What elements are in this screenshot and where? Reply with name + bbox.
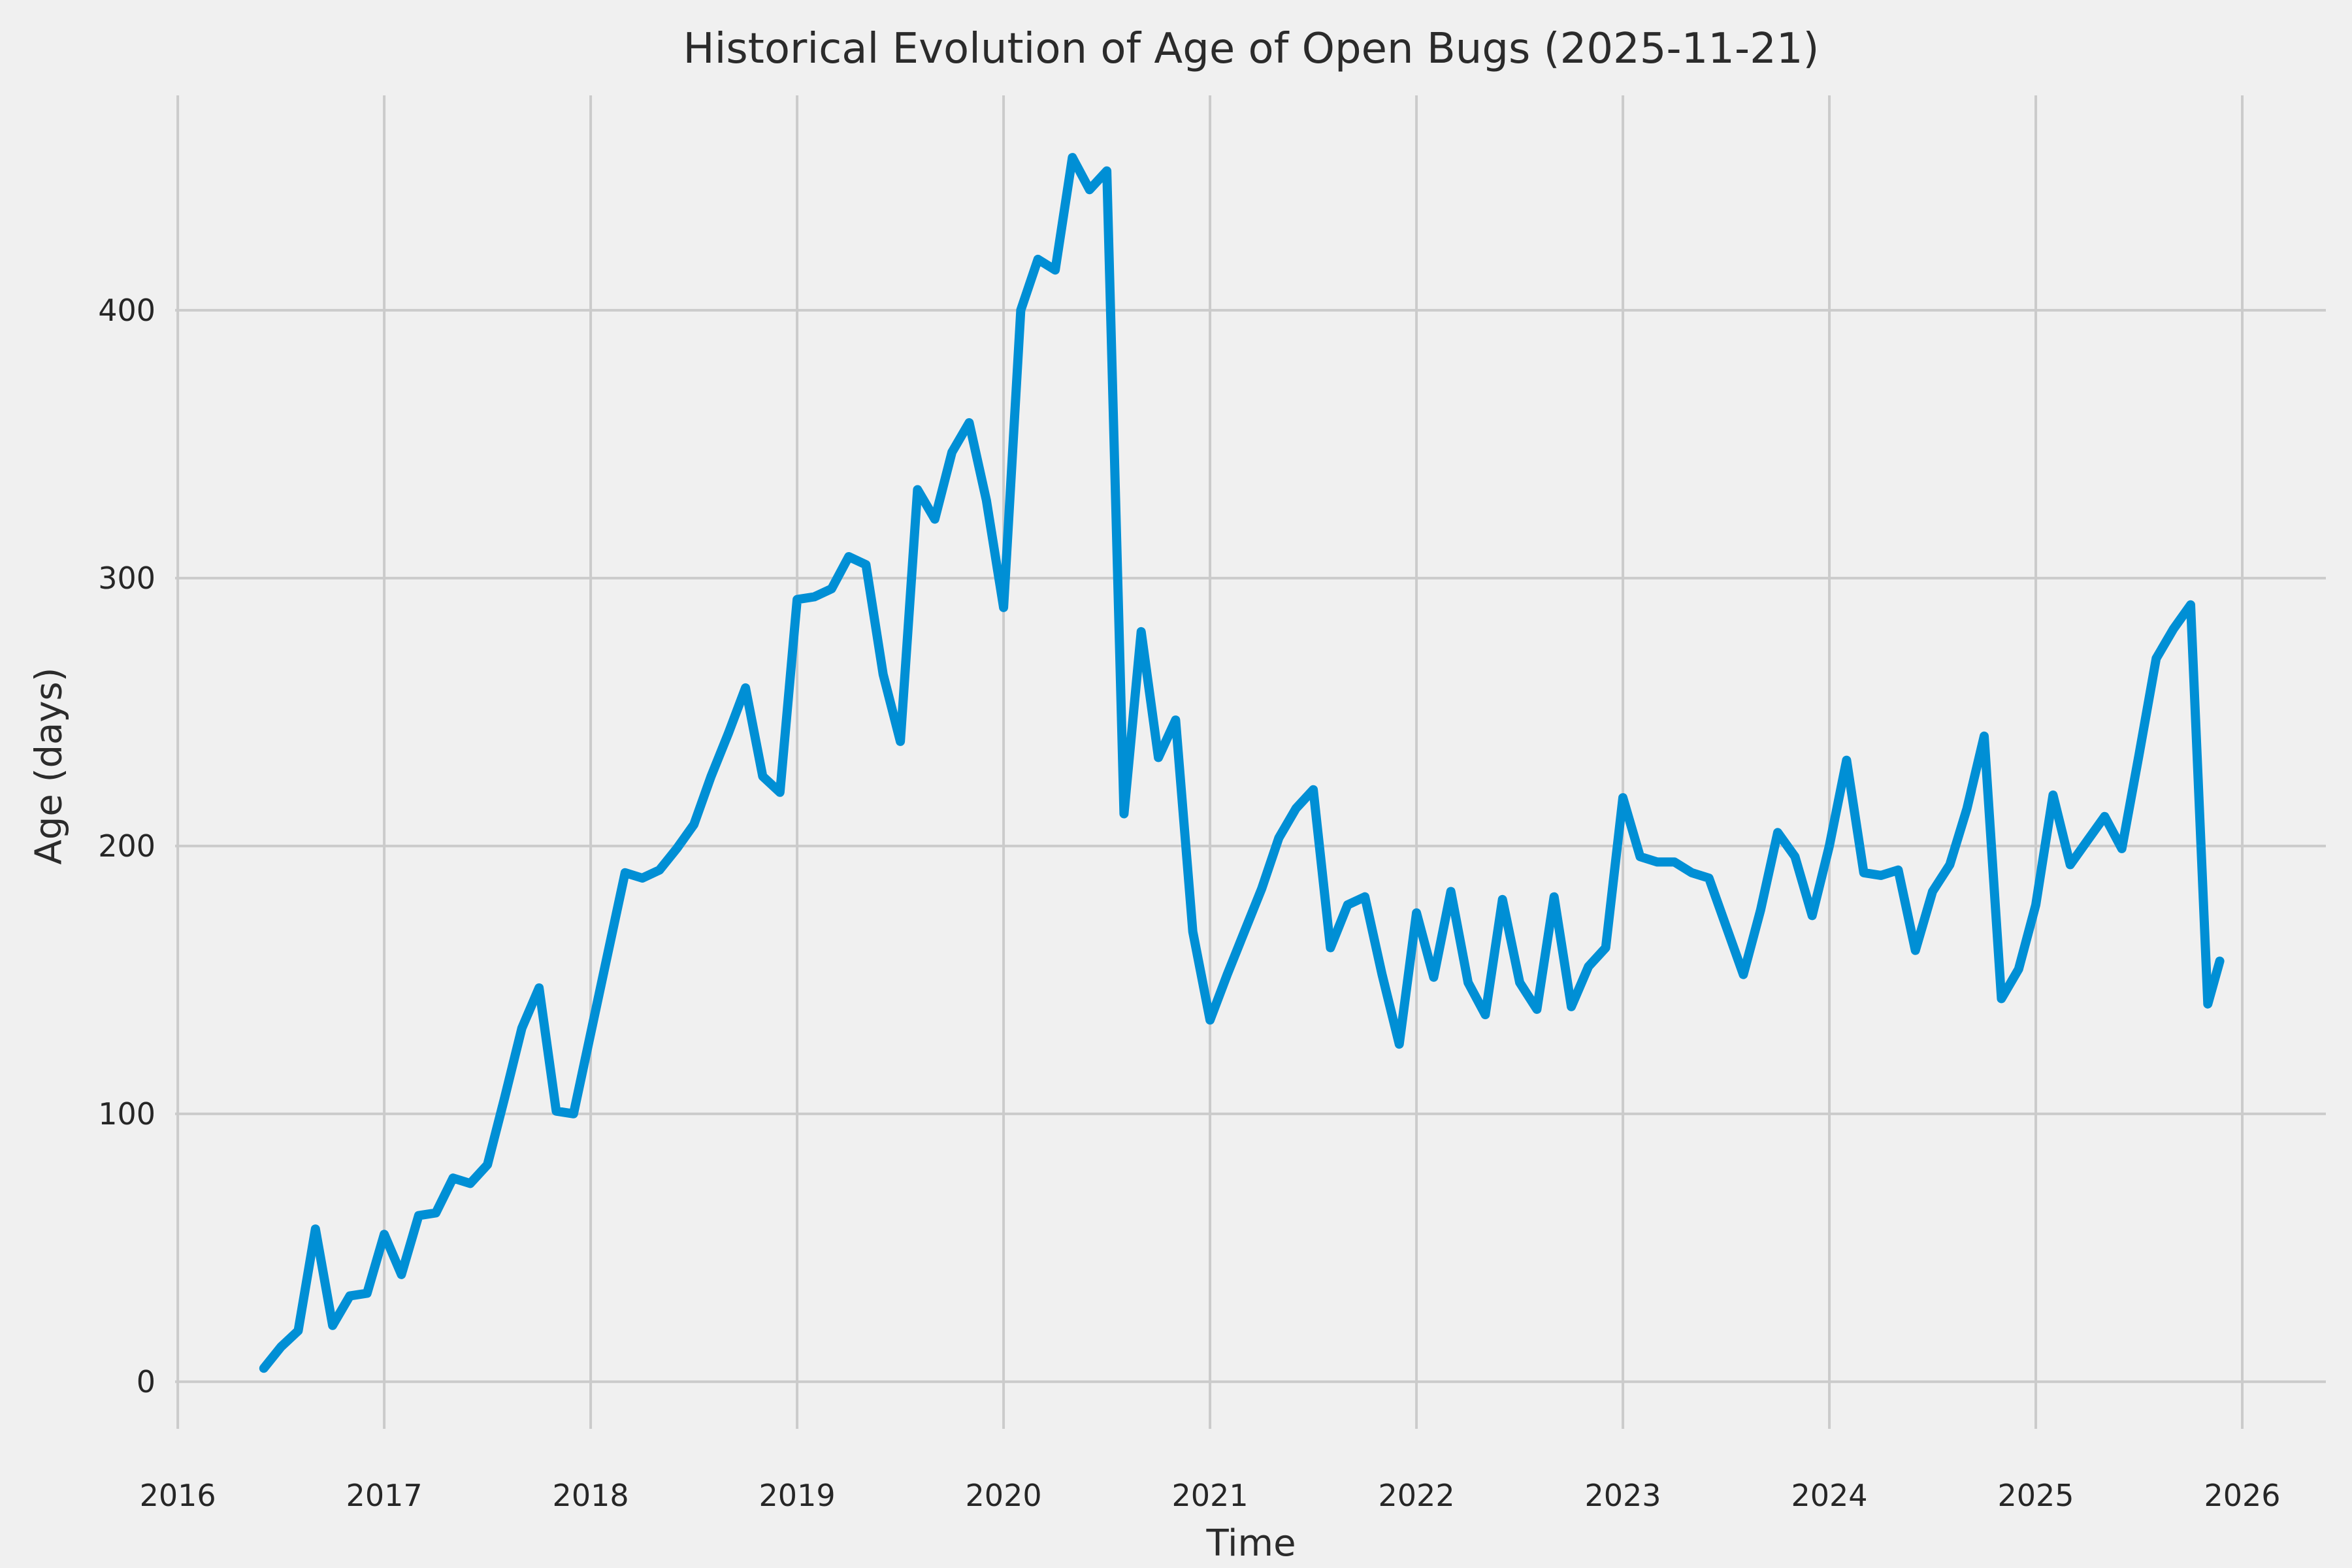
y-tick-label: 200 [98,828,155,864]
x-tick-label: 2017 [346,1478,423,1513]
gridlines [175,95,2326,1429]
line-series [259,153,2225,1373]
x-tick-label: 2020 [966,1478,1042,1513]
x-tick-label: 2024 [1791,1478,1868,1513]
y-tick-label: 300 [98,561,155,596]
x-tick-label: 2018 [553,1478,629,1513]
chart-title: Historical Evolution of Age of Open Bugs… [683,25,1820,73]
series-age-of-open-bugs [259,153,2225,1373]
x-tick-label: 2025 [1997,1478,2074,1513]
x-tick-label: 2023 [1585,1478,1661,1513]
x-axis-label: Time [1206,1522,1296,1565]
x-tick-label: 2021 [1172,1478,1249,1513]
x-tick-label: 2022 [1379,1478,1455,1513]
x-tick-label: 2026 [2204,1478,2280,1513]
y-tick-label: 100 [98,1096,155,1132]
y-tick-label: 0 [137,1364,155,1399]
tick-labels: 2016 2017 2018 2019 2020 2021 2022 2023 2024 2025… [98,293,2280,1513]
y-tick-label: 400 [98,293,155,328]
x-tick-label: 2016 [140,1478,216,1513]
x-tick-label: 2019 [759,1478,836,1513]
